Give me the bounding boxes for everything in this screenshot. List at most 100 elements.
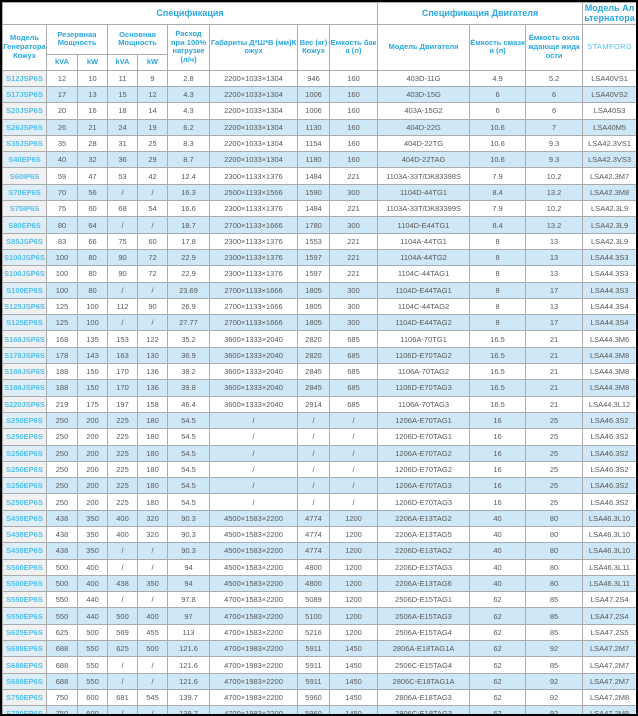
generator-model-link[interactable]: S178JSP6S — [2, 346, 47, 365]
cell-oil_capacity: 62 — [469, 591, 527, 609]
cell-oil_capacity: 62 — [469, 623, 527, 642]
generator-model-link[interactable]: S250EP6S — [2, 444, 47, 462]
generator-model-link[interactable]: S20JSP6S — [2, 102, 47, 120]
cell-kva_standby: 168 — [46, 330, 78, 348]
generator-model-link[interactable]: S60IP6S — [2, 167, 47, 185]
cell-alternator_model: LSA40S3 — [582, 102, 636, 120]
cell-alternator_model: LSA46.3L10 — [582, 542, 636, 560]
cell-dimensions: 4700×1983×2200 — [209, 640, 298, 658]
cell-kw_standby: 13 — [77, 85, 108, 104]
generator-model-link[interactable]: S250EP6S — [2, 477, 47, 495]
generator-model-link[interactable]: S220JSP6S — [2, 395, 47, 413]
cell-engine_model: 1104D-E44TAG1 — [377, 281, 471, 299]
column-header-dimensions: Габариты Д*Ш*В (мм)Кожух — [209, 23, 298, 71]
generator-model-link[interactable]: S100JSP6S — [2, 248, 47, 267]
cell-kva_standby: 250 — [46, 460, 78, 479]
generator-model-link[interactable]: S500EP6S — [2, 574, 47, 593]
cell-kva_prime: 225 — [107, 411, 138, 430]
generator-model-link[interactable]: S100EP6S — [2, 281, 47, 299]
generator-model-link[interactable]: S438EP6S — [2, 525, 47, 544]
table-row: S100EP6S 100 80//23.69 2700×1133×1666 1805 30… — [2, 281, 636, 299]
cell-engine_model: 2806A-E18TAG1A — [377, 640, 471, 658]
generator-model-link[interactable]: S550EP6S — [2, 591, 47, 609]
table-row: S85JSP6S 83 66 75 60 17.8 2300×1133×1376 1553 22… — [2, 232, 636, 250]
cell-tank_capacity: 160 — [328, 102, 379, 120]
cell-oil_capacity: 8 — [469, 281, 527, 299]
generator-model-link[interactable]: S125EP6S — [2, 314, 47, 332]
cell-kva_standby: 250 — [46, 444, 78, 462]
table-row: S750EP6S 750 600 681 545 139.7 4700×1983×2200 5… — [2, 688, 636, 707]
generator-model-link[interactable]: S250EP6S — [2, 411, 47, 430]
generator-model-link[interactable]: S250EP6S — [2, 460, 47, 479]
cell-dimensions: 2700×1133×1666 — [209, 297, 298, 316]
cell-tank_capacity: / — [328, 477, 379, 495]
cell-kw_standby: 550 — [77, 672, 108, 690]
cell-coolant_capacity: 25 — [525, 493, 584, 511]
cell-alternator_model: LSA44.3M6 — [582, 330, 636, 348]
generator-model-link[interactable]: S625EP6S — [2, 623, 47, 642]
table-row: S438EP6S 438 350 400 320 90.3 4500×1583×2200 47… — [2, 509, 636, 528]
cell-kva_prime: 225 — [107, 428, 138, 446]
cell-kw_prime: 19 — [137, 118, 168, 136]
cell-tank_capacity: 300 — [328, 216, 379, 234]
cell-kw_standby: 175 — [77, 395, 108, 413]
generator-model-link[interactable]: S80EP6S — [2, 216, 47, 234]
cell-alternator_model: LSA46.3L10 — [582, 509, 636, 528]
cell-kw_prime: 180 — [137, 493, 168, 511]
cell-tank_capacity: 221 — [328, 265, 379, 283]
cell-dimensions: 2200×1033×1304 — [209, 102, 298, 120]
cell-weight: 5911 — [297, 656, 330, 674]
cell-alternator_model: LSA46.3L11 — [582, 558, 636, 576]
cell-kw_standby: 550 — [77, 640, 108, 658]
cell-oil_capacity: 40 — [469, 509, 527, 528]
cell-fuel_consumption: 121.6 — [167, 640, 210, 658]
generator-model-link[interactable]: S40EP6S — [2, 151, 47, 169]
generator-model-link[interactable]: S750EP6S — [2, 705, 47, 714]
cell-engine_model: 2206A-E13TAG5 — [377, 525, 471, 544]
cell-kva_standby: 550 — [46, 591, 78, 609]
generator-model-link[interactable]: S688EP6S — [2, 656, 47, 674]
cell-kw_standby: 100 — [77, 314, 108, 332]
generator-model-link[interactable]: S550EP6S — [2, 607, 47, 625]
cell-dimensions: 2200×1033×1304 — [209, 151, 298, 169]
cell-coolant_capacity: 80 — [525, 574, 584, 593]
cell-tank_capacity: 160 — [328, 151, 379, 169]
generator-model-link[interactable]: S250EP6S — [2, 428, 47, 446]
generator-model-link[interactable]: S438EP6S — [2, 542, 47, 560]
cell-tank_capacity: 1200 — [328, 542, 379, 560]
generator-model-link[interactable]: S85JSP6S — [2, 232, 47, 250]
cell-kva_standby: 250 — [46, 493, 78, 511]
cell-kw_prime: / — [137, 591, 168, 609]
generator-model-link[interactable]: S250EP6S — [2, 493, 47, 511]
cell-engine_model: 2806C-E18TAG3 — [377, 705, 471, 714]
generator-model-link[interactable]: S688EP6S — [2, 672, 47, 690]
generator-model-link[interactable]: S70EP6S — [2, 183, 47, 202]
cell-kw_standby: 16 — [77, 102, 108, 120]
cell-coolant_capacity: 17 — [525, 314, 584, 332]
cell-weight: / — [297, 493, 330, 511]
generator-model-link[interactable]: S26JSP6S — [2, 118, 47, 136]
generator-model-link[interactable]: S75IP6S — [2, 200, 47, 218]
generator-model-link[interactable]: S500EP6S — [2, 558, 47, 576]
generator-model-link[interactable]: S188JSP6S — [2, 379, 47, 397]
generator-model-link[interactable]: S35JSP6S — [2, 134, 47, 153]
generator-model-link[interactable]: S688EP6S — [2, 640, 47, 658]
cell-kva_prime: 112 — [107, 297, 138, 316]
cell-kva_prime: / — [107, 281, 138, 299]
generator-model-link[interactable]: S750EP6S — [2, 688, 47, 707]
cell-alternator_model: LSA46.3L10 — [582, 525, 636, 544]
generator-model-link[interactable]: S168JSP6S — [2, 330, 47, 348]
generator-model-link[interactable]: S100JSP6S — [2, 265, 47, 283]
generator-model-link[interactable]: S438EP6S — [2, 509, 47, 528]
generator-model-link[interactable]: S12JSP6S — [2, 69, 47, 87]
cell-fuel_consumption: 54.5 — [167, 428, 210, 446]
generator-model-link[interactable]: S188JSP6S — [2, 363, 47, 381]
cell-coolant_capacity: 21 — [525, 379, 584, 397]
cell-weight: 4774 — [297, 509, 330, 528]
generator-model-link[interactable]: S125JSP6S — [2, 297, 47, 316]
cell-dimensions: 3600×1333×2040 — [209, 395, 298, 413]
generator-model-link[interactable]: S17JSP6S — [2, 85, 47, 104]
cell-kw_prime: 320 — [137, 509, 168, 528]
cell-weight: 5911 — [297, 672, 330, 690]
